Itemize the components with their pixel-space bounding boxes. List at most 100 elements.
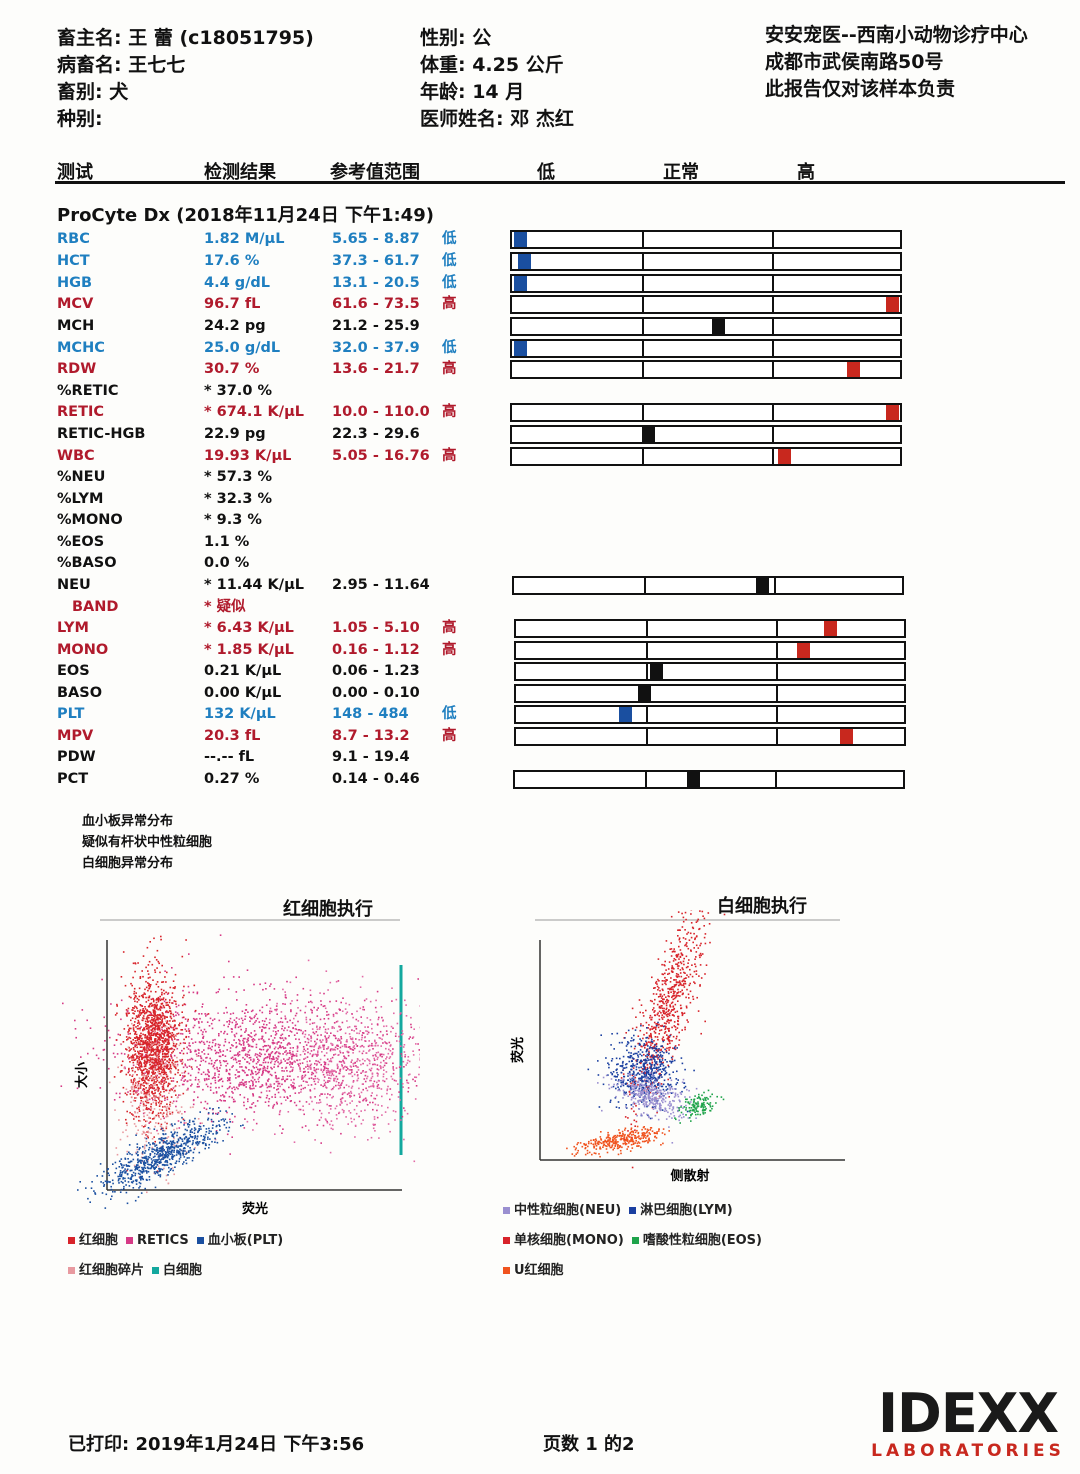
uc-rbc-cloud [566, 1125, 670, 1158]
legend-swatch [68, 1267, 75, 1274]
range-divider-low-normal [642, 341, 644, 356]
range-marker [514, 276, 527, 291]
weight: 体重: 4.25 公斤 [420, 54, 564, 76]
legend-item: 红细胞 [68, 1233, 118, 1248]
range-divider-normal-high [772, 427, 774, 442]
range-divider-normal-high [774, 578, 776, 593]
owner-info: 畜主名: 王 蕾 (c18051795) 病畜名: 王七七 畜别: 犬 种别: [57, 25, 314, 133]
test-name: PDW [57, 749, 96, 765]
test-name: %MONO [57, 512, 123, 528]
legend-swatch [503, 1267, 510, 1274]
range-divider-normal-high [772, 449, 774, 464]
col-high: 高 [797, 162, 815, 183]
table-row: %RETIC * 37.0 % [0, 381, 520, 402]
test-reference: 148 - 484 [332, 706, 409, 722]
range-bar [514, 662, 906, 681]
test-result: 24.2 pg [204, 318, 266, 334]
test-result: 0.0 % [204, 555, 250, 571]
test-result: * 9.3 % [204, 512, 262, 528]
test-result: --.-- fL [204, 749, 255, 765]
test-name: RBC [57, 231, 90, 247]
range-bar [514, 641, 906, 660]
test-flag: 高 [442, 620, 457, 636]
sex: 性别: 公 [420, 27, 492, 49]
range-bar [510, 425, 902, 444]
test-result: 17.6 % [204, 253, 260, 269]
range-divider-normal-high [772, 297, 774, 312]
table-row: PDW --.-- fL 9.1 - 19.4 [0, 747, 520, 768]
col-result: 检测结果 [204, 162, 276, 183]
test-name: %EOS [57, 534, 105, 550]
test-flag: 低 [442, 340, 457, 356]
rbc-plot-title: 红细胞执行 [283, 899, 373, 920]
wbc-scatter-plot: 荧光 侧散射 [510, 910, 845, 1184]
clinic-name: 安安宠医--西南小动物诊疗中心 [765, 24, 1028, 46]
legend-label: 嗜酸性粒细胞(EOS) [642, 1233, 762, 1248]
legend-swatch [126, 1237, 134, 1244]
breed: 种别: [57, 108, 103, 130]
wbc-plot-title: 白细胞执行 [717, 896, 807, 917]
legend-swatch [503, 1207, 510, 1214]
table-row: %MONO * 9.3 % [0, 510, 520, 531]
range-marker [514, 232, 527, 247]
wbc-points [566, 910, 726, 1169]
test-result: 20.3 fL [204, 728, 261, 744]
test-name: EOS [57, 663, 90, 679]
retic-cloud [60, 934, 420, 1155]
col-normal: 正常 [663, 162, 699, 183]
range-divider-normal-high [776, 643, 778, 658]
test-reference: 5.65 - 8.87 [332, 231, 420, 247]
range-divider-low-normal [642, 276, 644, 291]
test-result: 19.93 K/μL [204, 448, 292, 464]
legend-swatch [629, 1207, 637, 1214]
range-bar [510, 360, 902, 379]
range-marker [712, 319, 725, 334]
range-divider-low-normal [642, 449, 644, 464]
range-divider-low-normal [642, 232, 644, 247]
test-flag: 低 [442, 706, 457, 722]
table-row: MCHC 25.0 g/dL 32.0 - 37.9 低 [0, 338, 520, 359]
test-reference: 22.3 - 29.6 [332, 426, 420, 442]
table-row: BASO 0.00 K/μL 0.00 - 0.10 [0, 683, 520, 704]
test-name: RETIC [57, 404, 104, 420]
range-divider-normal-high [775, 772, 777, 787]
range-marker [840, 729, 853, 744]
test-name: %LYM [57, 491, 104, 507]
test-flag: 低 [442, 275, 457, 291]
test-reference: 0.06 - 1.23 [332, 663, 420, 679]
wbc-ylabel: 荧光 [510, 1037, 526, 1063]
range-bar [514, 684, 906, 703]
species: 畜别: 犬 [57, 81, 129, 103]
legend-item: 白细胞 [152, 1263, 202, 1278]
legend-item: U红细胞 [503, 1263, 564, 1278]
range-divider-normal-high [772, 232, 774, 247]
range-divider-low-normal [646, 621, 648, 636]
test-result: 0.00 K/μL [204, 685, 282, 701]
plt-cloud [77, 1107, 244, 1209]
test-name: WBC [57, 448, 95, 464]
table-row: %LYM * 32.3 % [0, 489, 520, 510]
test-result: * 疑似 [204, 599, 246, 615]
range-marker [514, 341, 527, 356]
rbc-ylabel: 大小 [74, 1062, 90, 1088]
range-divider-low-normal [646, 643, 648, 658]
test-flag: 高 [442, 642, 457, 658]
test-reference: 2.95 - 11.64 [332, 577, 430, 593]
test-name: RETIC-HGB [57, 426, 146, 442]
table-row: MCV 96.7 fL 61.6 - 73.5 高 [0, 294, 520, 315]
table-row: %EOS 1.1 % [0, 532, 520, 553]
logo-sub: LABORATORIES [871, 1441, 1065, 1461]
table-row: %NEU * 57.3 % [0, 467, 520, 488]
range-bar [510, 447, 902, 466]
test-reference: 0.14 - 0.46 [332, 771, 420, 787]
range-divider-normal-high [772, 254, 774, 269]
range-marker [518, 254, 531, 269]
range-divider-low-normal [642, 319, 644, 334]
test-name: PLT [57, 706, 85, 722]
legend-item: 嗜酸性粒细胞(EOS) [631, 1233, 762, 1248]
retic-cloud-tail [214, 959, 420, 1163]
table-row: MPV 20.3 fL 8.7 - 13.2 高 [0, 726, 520, 747]
range-marker [847, 362, 860, 377]
range-marker [642, 427, 655, 442]
range-divider-normal-high [776, 621, 778, 636]
